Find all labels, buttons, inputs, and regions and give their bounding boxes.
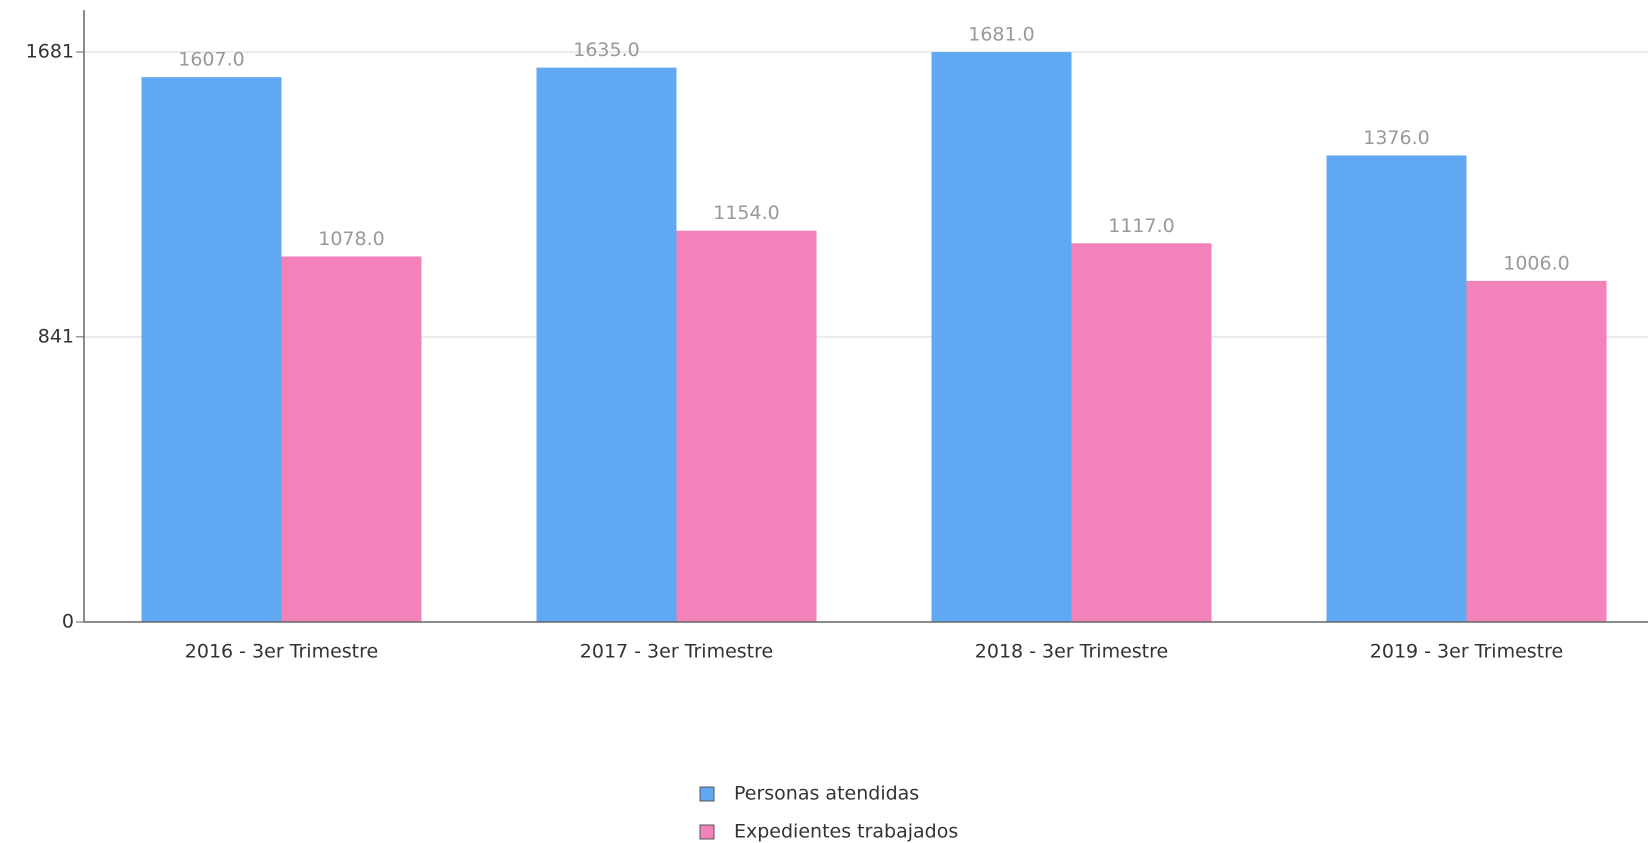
x-tick-label: 2016 - 3er Trimestre	[185, 641, 378, 663]
y-tick-label: 0	[62, 611, 74, 633]
bar	[1466, 280, 1607, 622]
bar	[141, 77, 282, 622]
value-label: 1607.0	[178, 49, 244, 71]
legend-swatch	[699, 786, 715, 802]
bar	[676, 230, 817, 622]
bar	[931, 52, 1072, 622]
y-tick-label: 841	[38, 325, 74, 347]
x-tick-label: 2017 - 3er Trimestre	[580, 641, 773, 663]
x-tick-label: 2019 - 3er Trimestre	[1370, 641, 1563, 663]
legend-label: Expedientes trabajados	[734, 821, 958, 843]
legend-label: Personas atendidas	[734, 783, 919, 805]
bar	[1071, 243, 1212, 622]
bar	[1326, 155, 1467, 622]
legend-swatch	[699, 824, 715, 840]
value-label: 1635.0	[573, 39, 639, 61]
value-label: 1117.0	[1108, 215, 1174, 237]
value-label: 1376.0	[1363, 127, 1429, 149]
value-label: 1006.0	[1503, 252, 1569, 274]
x-tick-label: 2018 - 3er Trimestre	[975, 641, 1168, 663]
bar	[281, 256, 422, 622]
value-label: 1078.0	[318, 228, 384, 250]
y-tick-label: 1681	[26, 41, 74, 63]
value-label: 1681.0	[968, 24, 1034, 46]
bar	[536, 67, 677, 622]
value-label: 1154.0	[713, 202, 779, 224]
